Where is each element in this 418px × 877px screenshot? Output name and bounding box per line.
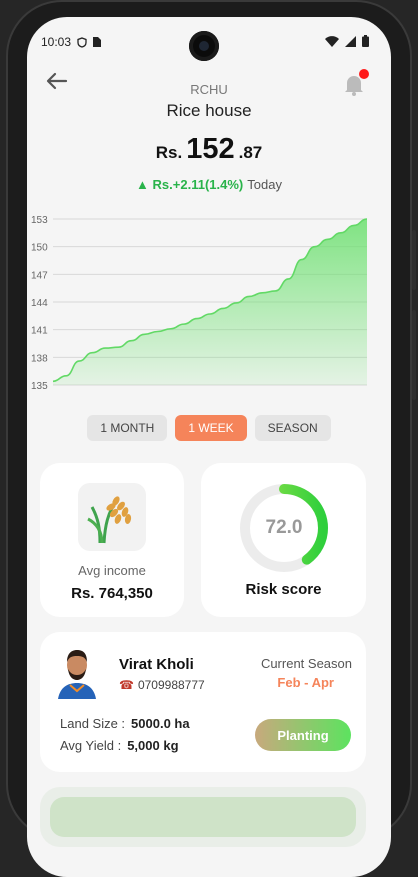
range-1-month-button[interactable]: 1 MONTH: [87, 415, 168, 441]
price-chart: 153 150 147 144 141 138 135: [31, 215, 368, 392]
phone-icon: ☎: [119, 678, 134, 692]
avg-yield-value: 5,000 kg: [127, 738, 179, 753]
change-period: Today: [247, 177, 282, 192]
land-size: Land Size : 5000.0 ha: [60, 716, 190, 731]
price: Rs. 152.87: [27, 133, 391, 166]
camera-icon: [189, 31, 219, 61]
chart-area: [53, 219, 367, 385]
volume-button: [412, 230, 416, 290]
sim-icon: [93, 37, 102, 47]
farmer-avatar: [58, 650, 96, 699]
map-card[interactable]: [40, 787, 366, 847]
y-tick-label: 138: [31, 353, 48, 364]
status-bar: 10:03: [41, 35, 102, 49]
signal-icon: [345, 35, 356, 47]
notification-bell-icon[interactable]: [341, 69, 369, 97]
y-tick-label: 135: [31, 381, 48, 392]
avg-income-card[interactable]: Avg income Rs. 764,350: [40, 463, 184, 617]
status-icons: [325, 35, 369, 47]
avg-income-value: Rs. 764,350: [71, 585, 153, 602]
battery-icon: [362, 35, 369, 47]
rice-plant-icon: [78, 483, 146, 551]
price-currency: Rs.: [155, 143, 183, 162]
y-tick-label: 144: [31, 298, 48, 309]
price-change: ▲ Rs.+2.11(1.4%) Today: [27, 177, 391, 192]
y-tick-label: 141: [31, 326, 48, 337]
avg-income-label: Avg income: [78, 563, 146, 578]
farmer-card[interactable]: Virat Kholi ☎ 0709988777 Current Season …: [40, 632, 366, 772]
farmer-phone: ☎ 0709988777: [119, 678, 205, 692]
status-time: 10:03: [41, 35, 72, 49]
notification-badge: [359, 69, 369, 79]
wifi-icon: [325, 35, 339, 47]
risk-score-card[interactable]: 72.0 Risk score: [201, 463, 366, 617]
range-season-button[interactable]: SEASON: [254, 415, 331, 441]
power-button: [412, 310, 416, 400]
avg-yield-label: Avg Yield :: [60, 738, 122, 753]
back-arrow-icon[interactable]: [45, 69, 69, 93]
season-label: Current Season: [260, 656, 352, 671]
farmer-name: Virat Kholi: [119, 656, 194, 673]
change-value: Rs.+2.11(1.4%): [152, 177, 244, 192]
risk-score-value: 72.0: [265, 517, 303, 538]
ticker-symbol: RCHU: [190, 82, 228, 97]
risk-score-label: Risk score: [245, 581, 322, 598]
range-1-week-button[interactable]: 1 WEEK: [175, 415, 247, 441]
up-triangle-icon: ▲: [136, 177, 149, 192]
map-preview: [50, 797, 356, 837]
screen: 10:03 RCHU Rice house Rs. 152.87 ▲ Rs.+2.…: [27, 17, 391, 877]
land-size-value: 5000.0 ha: [131, 716, 190, 731]
y-tick-label: 150: [31, 243, 48, 254]
y-tick-label: 147: [31, 270, 48, 281]
y-tick-label: 153: [31, 215, 48, 226]
range-selector: 1 MONTH 1 WEEK SEASON: [27, 415, 391, 441]
stage-planting-button[interactable]: Planting: [255, 719, 351, 751]
farmer-phone-number: 0709988777: [137, 678, 205, 692]
chart-line: [52, 218, 368, 383]
shield-icon: [77, 36, 87, 48]
risk-gauge: [240, 484, 328, 572]
price-integer: 152: [186, 133, 235, 165]
avg-yield: Avg Yield : 5,000 kg: [60, 738, 179, 753]
price-decimal: .87: [238, 143, 263, 162]
season-value: Feb - Apr: [277, 675, 334, 690]
land-size-label: Land Size :: [60, 716, 126, 731]
page-title: Rice house: [166, 101, 252, 120]
